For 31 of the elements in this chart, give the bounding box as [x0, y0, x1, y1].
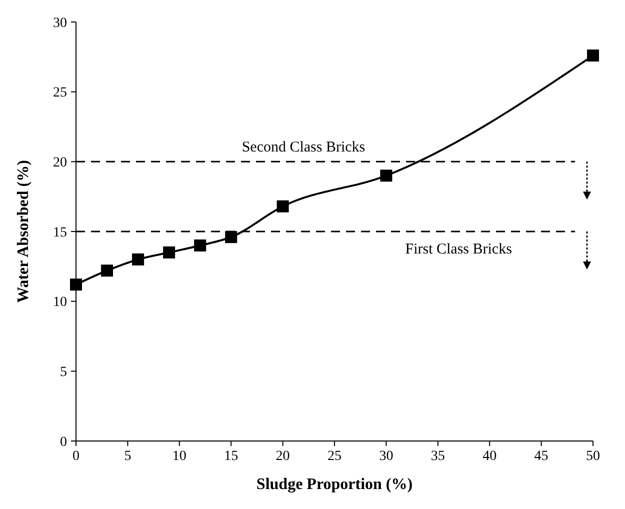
y-axis-title: Water Absorbed (%) — [15, 160, 32, 303]
x-tick-label: 40 — [482, 449, 497, 464]
x-tick-label: 50 — [586, 449, 600, 464]
point — [587, 50, 599, 62]
x-tick-label: 15 — [224, 449, 238, 464]
point — [276, 200, 289, 212]
y-tick-label: 25 — [53, 86, 67, 101]
y-tick-label: 0 — [60, 434, 67, 450]
ref-line-label: Second Class Bricks — [242, 140, 366, 156]
x-tick-label: 10 — [172, 449, 186, 464]
point — [101, 264, 114, 277]
x-tick-label: 0 — [72, 449, 80, 464]
y-tick-label: 15 — [53, 225, 67, 240]
x-tick-label: 35 — [430, 449, 445, 464]
point — [163, 246, 176, 258]
ref-line-label: First Class Bricks — [405, 242, 512, 258]
point — [380, 170, 392, 182]
y-tick-label: 5 — [60, 365, 67, 380]
y-tick-label: 20 — [53, 156, 67, 171]
y-tick-label: 10 — [53, 295, 67, 310]
x-tick-label: 20 — [276, 449, 290, 464]
x-tick-label: 25 — [328, 449, 342, 464]
x-tick-label: 45 — [534, 449, 548, 464]
point — [132, 253, 144, 266]
point — [225, 231, 238, 244]
point — [194, 239, 206, 252]
point — [70, 278, 82, 291]
x-tick-label: 30 — [379, 449, 394, 464]
y-tick-label: 30 — [53, 16, 67, 31]
x-tick-label: 5 — [124, 449, 132, 464]
x-axis-title: Sludge Proportion (%) — [256, 476, 413, 493]
